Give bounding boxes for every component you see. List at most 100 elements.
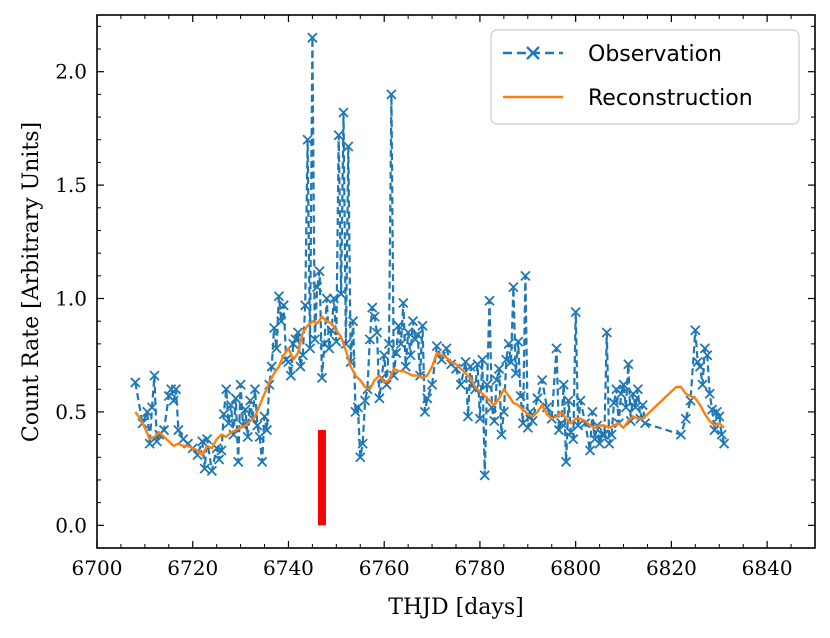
- observation-point: [149, 370, 160, 381]
- observation-point: [623, 359, 634, 370]
- observation-point: [173, 424, 184, 436]
- observation-point: [699, 343, 711, 354]
- observation-point: [515, 390, 526, 402]
- observation-point: [407, 316, 419, 327]
- observation-point: [276, 316, 287, 327]
- y-tick-label: 1.0: [55, 287, 87, 311]
- observation-point: [697, 379, 708, 390]
- observation-point: [235, 379, 246, 390]
- observation-point: [709, 424, 720, 436]
- observation-point: [481, 379, 493, 390]
- observation-point: [505, 356, 517, 368]
- observation-line: [134, 37, 726, 476]
- observation-point: [343, 141, 354, 152]
- plot-area: [130, 32, 730, 526]
- legend-observation-label: Observation: [588, 42, 722, 67]
- observation-point: [333, 130, 344, 141]
- observation-point: [266, 361, 277, 372]
- observation-point: [225, 399, 237, 411]
- observation-point: [242, 431, 253, 443]
- observation-point: [359, 395, 371, 406]
- observation-point: [398, 297, 409, 309]
- observation-point: [575, 395, 586, 406]
- legend-observation-marker-icon: [526, 46, 540, 60]
- observation-point: [170, 384, 182, 395]
- observation-point: [290, 334, 301, 345]
- observation-point: [570, 306, 581, 318]
- observation-point: [596, 429, 608, 440]
- observation-point: [470, 384, 481, 395]
- observation-point: [357, 438, 368, 449]
- observation-point: [223, 418, 234, 429]
- observation-point: [465, 361, 476, 372]
- observation-point: [455, 379, 466, 390]
- y-tick-label: 0.5: [55, 400, 87, 424]
- observation-point: [218, 409, 229, 420]
- observation-point: [371, 327, 383, 338]
- observation-point: [146, 402, 158, 413]
- observation-point: [405, 350, 416, 361]
- y-tick-label: 0.0: [55, 513, 87, 537]
- observation-point: [283, 356, 294, 368]
- observation-point: [568, 433, 579, 445]
- observation-point: [462, 411, 474, 422]
- observation-point: [312, 282, 323, 293]
- observation-point: [513, 336, 524, 347]
- observation-point: [271, 343, 282, 354]
- y-tick-label: 1.5: [55, 173, 87, 197]
- observation-point: [302, 134, 313, 145]
- observation-point: [240, 404, 251, 415]
- observation-point: [493, 363, 505, 374]
- observation-point: [300, 300, 311, 311]
- observation-point: [551, 343, 562, 354]
- observation-point: [620, 402, 632, 413]
- observation-point: [245, 395, 256, 406]
- observation-point: [199, 463, 210, 474]
- observation-point: [587, 406, 598, 418]
- observation-point: [563, 395, 574, 406]
- x-tick-label: 6840: [742, 556, 793, 580]
- observation-point: [618, 379, 629, 390]
- tick-labels: 6700 6720 6740 6760 6780 6800 6820 6840 0.0 0.5 1.…: [55, 60, 792, 580]
- observation-point: [285, 370, 296, 381]
- x-tick-label: 6700: [72, 556, 123, 580]
- observation-point: [422, 393, 433, 404]
- observation-point: [680, 413, 691, 424]
- observation-point: [367, 302, 378, 313]
- x-tick-label: 6720: [167, 556, 218, 580]
- observation-point: [144, 438, 155, 449]
- observation-point: [556, 418, 567, 429]
- observation-point: [608, 397, 620, 408]
- observation-point: [233, 456, 244, 467]
- observation-point: [213, 454, 225, 465]
- observation-point: [309, 334, 320, 345]
- observation-point: [637, 399, 648, 411]
- observation-point: [383, 338, 395, 350]
- plot-frame: [96, 14, 816, 549]
- observation-point: [604, 438, 615, 449]
- observation-point: [355, 452, 366, 463]
- observation-point: [216, 445, 227, 456]
- observation-point: [259, 411, 270, 422]
- observation-point: [335, 288, 347, 300]
- observation-point: [307, 32, 318, 43]
- observation-point: [694, 361, 706, 372]
- observation-point: [386, 89, 397, 100]
- observation-point: [395, 338, 407, 350]
- x-tick-label: 6800: [550, 556, 601, 580]
- legend-reconstruction-label: Reconstruction: [588, 86, 753, 111]
- observation-point: [520, 270, 531, 281]
- observation-point: [527, 415, 538, 427]
- observation-point: [347, 316, 359, 327]
- observation-point: [606, 429, 617, 440]
- observation-point: [508, 282, 519, 293]
- observation-point: [560, 456, 572, 467]
- observation-point: [594, 438, 605, 449]
- observation-point: [230, 393, 241, 404]
- observation-point: [690, 325, 701, 336]
- observation-point: [130, 377, 141, 388]
- observation-point: [314, 266, 325, 277]
- observation-point: [714, 411, 725, 422]
- observation-point: [391, 347, 402, 359]
